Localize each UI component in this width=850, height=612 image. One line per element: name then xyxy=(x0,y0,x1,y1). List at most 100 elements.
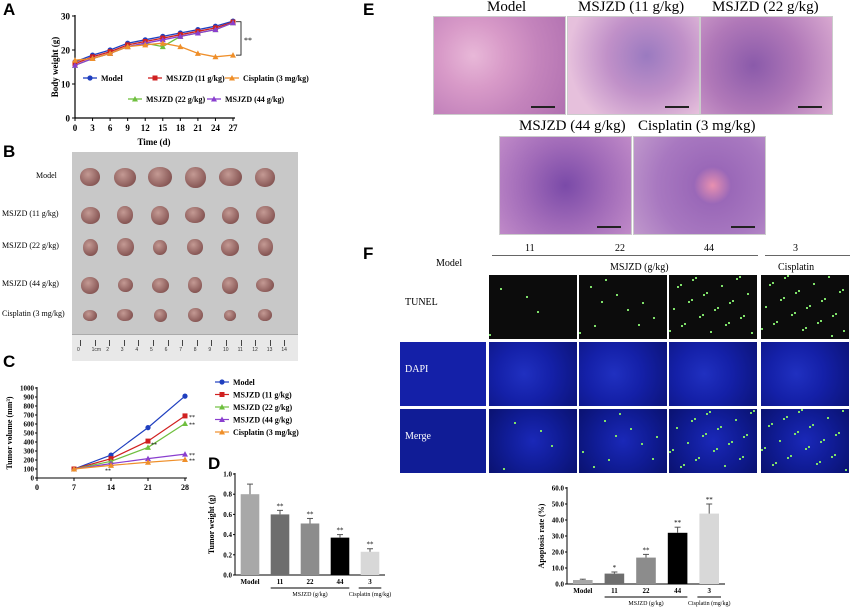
tumor-specimen xyxy=(80,168,100,186)
row-label: TUNEL xyxy=(405,297,438,308)
row-label: DAPI xyxy=(405,364,429,375)
legend-marker xyxy=(152,75,158,81)
row-label: MSJZD (44 g/kg) xyxy=(2,279,59,288)
series-line xyxy=(73,423,186,470)
data-point xyxy=(159,40,166,46)
positive-cell xyxy=(692,279,694,281)
positive-cell xyxy=(820,441,822,443)
positive-cell xyxy=(732,300,734,302)
microscopy-image xyxy=(579,342,667,406)
microscopy-image xyxy=(669,275,757,339)
positive-cell xyxy=(808,446,810,448)
positive-cell xyxy=(743,436,745,438)
column-label-model: Model xyxy=(436,258,463,269)
positive-cell xyxy=(787,275,789,277)
positive-cell xyxy=(801,409,803,411)
ruler-tick xyxy=(226,340,227,346)
bar xyxy=(300,523,320,575)
bar xyxy=(360,551,380,575)
data-point xyxy=(182,456,188,463)
microscopy-image xyxy=(400,342,486,406)
data-point xyxy=(142,41,149,48)
data-point xyxy=(145,438,151,444)
positive-cell xyxy=(652,458,654,460)
positive-cell xyxy=(702,435,704,437)
ruler-label: 0 xyxy=(77,347,80,353)
tumor-specimen xyxy=(82,238,98,256)
ruler-tick xyxy=(284,340,286,346)
category-label: Model xyxy=(240,578,259,586)
category-label: 11 xyxy=(611,587,618,595)
legend-marker xyxy=(132,96,138,102)
panel-label-c: C xyxy=(3,352,16,371)
data-point xyxy=(124,43,131,50)
ruler-tick xyxy=(123,340,125,346)
he-stain-image xyxy=(433,16,566,115)
positive-cell xyxy=(594,325,596,327)
positive-cell xyxy=(716,448,718,450)
positive-cell xyxy=(731,441,733,443)
significance-mark: ** xyxy=(367,541,375,549)
positive-cell xyxy=(709,411,711,413)
legend-marker xyxy=(219,416,225,422)
panel-label-f: F xyxy=(363,244,374,263)
data-point xyxy=(212,26,219,33)
tumor-specimen xyxy=(117,206,133,224)
positive-cell xyxy=(590,286,592,288)
positive-cell xyxy=(806,307,808,309)
significance-mark: ** xyxy=(189,423,195,429)
ruler-label: 5 xyxy=(150,347,153,353)
panel-label-d: D xyxy=(208,454,221,473)
positive-cell xyxy=(823,439,825,441)
scale-bar xyxy=(665,106,689,108)
positive-cell xyxy=(714,309,716,311)
positive-cell xyxy=(779,440,781,442)
bar xyxy=(636,557,656,584)
positive-cell xyxy=(593,466,595,468)
y-tick-label: 900 xyxy=(24,394,35,402)
data-point xyxy=(182,413,188,419)
significance-mark: ** xyxy=(189,415,195,421)
data-point xyxy=(71,466,77,472)
tumor-specimen xyxy=(221,238,239,256)
positive-cell xyxy=(680,284,682,286)
data-point xyxy=(89,55,96,61)
y-tick-label: 1000 xyxy=(20,385,35,393)
positive-cell xyxy=(604,420,606,422)
positive-cell xyxy=(783,297,785,299)
data-point xyxy=(194,50,201,56)
data-point xyxy=(159,36,166,43)
positive-cell xyxy=(790,455,792,457)
ruler-label: 14 xyxy=(281,347,287,353)
positive-cell xyxy=(805,448,807,450)
positive-cell xyxy=(706,292,708,294)
legend-label: MSJZD (22 g/kg) xyxy=(146,95,205,104)
y-axis-title: Apoptosis rate (%) xyxy=(537,503,546,568)
microscopy-image xyxy=(400,409,486,473)
ruler-tick xyxy=(255,340,257,346)
positive-cell xyxy=(691,299,693,301)
positive-cell xyxy=(740,317,742,319)
positive-cell xyxy=(739,276,741,278)
positive-cell xyxy=(683,464,685,466)
positive-cell xyxy=(514,422,516,424)
image-title: MSJZD (22 g/kg) xyxy=(712,0,819,15)
data-point xyxy=(182,393,188,399)
positive-cell xyxy=(784,277,786,279)
positive-cell xyxy=(819,461,821,463)
he-stain-image xyxy=(567,16,700,115)
scale-bar xyxy=(531,106,555,108)
positive-cell xyxy=(691,420,693,422)
x-tick-label: 24 xyxy=(211,123,221,133)
dose-label: 11 xyxy=(525,243,535,254)
he-stain-image xyxy=(499,136,632,235)
positive-cell xyxy=(750,412,752,414)
positive-cell xyxy=(743,315,745,317)
ruler-label: 4 xyxy=(135,347,139,353)
ruler-label: 8 xyxy=(193,347,197,353)
group-line xyxy=(765,255,850,256)
positive-cell xyxy=(768,425,770,427)
positive-cell xyxy=(821,300,823,302)
